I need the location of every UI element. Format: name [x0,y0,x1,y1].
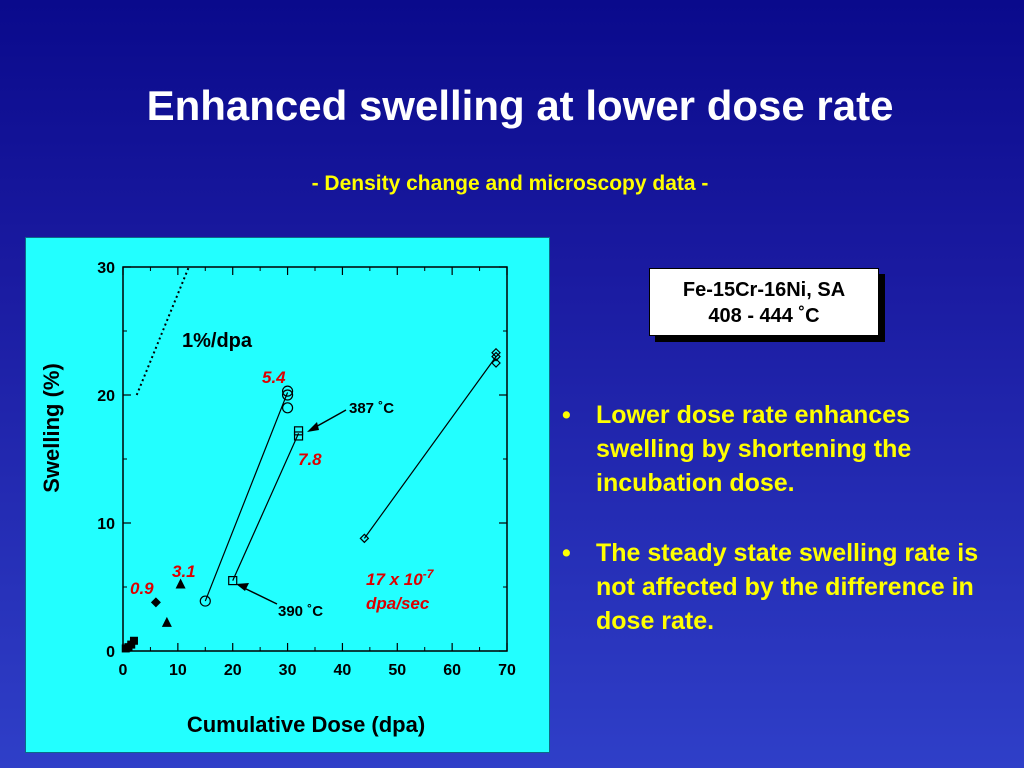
bullet-dot-icon: • [562,539,571,567]
x-axis-label: Cumulative Dose (dpa) [187,712,425,737]
y-axis-label: Swelling (%) [39,363,64,493]
arrow-390 [241,586,278,605]
temperature-range: 408 - 444 ˚C [708,305,820,327]
temp-label-390: 390 ˚C [278,603,323,620]
material-name: Fe-15Cr-16Ni, SA [682,279,846,301]
fit-line [232,433,300,581]
swelling-chart: 0 10 20 30 40 50 60 70 0 10 20 30 Cumulative Dose (… [39,260,516,737]
bullet-item: • The steady state swelling rate is not … [558,536,1008,638]
y-tick-label: 10 [97,516,115,533]
data-point-open-circle [199,595,211,607]
rate-label-5-4: 5.4 [262,368,286,387]
bullet-list: • Lower dose rate enhances swelling by s… [558,398,1008,674]
temp-label-387: 387 ˚C [349,400,394,417]
arrow-387-head [307,422,319,432]
data-point-open-diamond [359,533,370,544]
arrow-390-head [236,583,249,591]
fit-line [204,392,289,602]
y-tick-label: 30 [97,260,115,277]
data-point-open-square [293,426,304,436]
data-point-open-diamond [491,347,501,358]
data-point-open-diamond [491,358,501,368]
x-tick-label: 50 [388,662,406,679]
reference-rate-line [135,266,190,396]
data-point-open-circle [281,402,294,414]
fit-lines-layer [135,266,497,602]
bullet-item: • Lower dose rate enhances swelling by s… [558,398,1008,500]
x-tick-label: 60 [443,662,461,679]
x-tick-label: 10 [169,662,187,679]
data-point-open-square [293,431,304,441]
bullet-text: Lower dose rate enhances swelling by sho… [596,401,912,497]
x-tick-label: 30 [279,662,297,679]
rate-label-0-9: 0.9 [130,579,154,598]
bullet-dot-icon: • [562,401,571,429]
data-point-filled-triangle [161,616,172,627]
slide-title: Enhanced swelling at lower dose rate [146,82,894,129]
data-point-open-circle [281,385,294,397]
rate-label-17: 17 x 10-7 [366,567,435,589]
data-point-filled-triangle [175,578,186,589]
bullet-text: The steady state swelling rate is not af… [596,539,979,635]
rate-label-17-main: 17 x 10 [366,570,423,589]
data-point-open-circle [281,389,294,401]
y-tick-label: 0 [106,644,115,661]
chart-panel: 0 10 20 30 40 50 60 70 0 10 20 30 Cumulative Dose (… [25,237,550,753]
data-point-open-square [228,576,238,586]
x-tick-label: 40 [334,662,352,679]
rate-label-7-8: 7.8 [298,450,322,469]
y-tick-label: 20 [97,388,115,405]
x-tick-label: 20 [224,662,242,679]
dose-ratio-label: 1%/dpa [182,330,253,352]
fit-line [363,356,497,539]
x-tick-label: 0 [119,662,128,679]
data-points-layer [121,347,501,653]
data-point-filled-diamond [150,597,161,608]
slide-subtitle: - Density change and microscopy data - [311,172,709,195]
x-tick-label: 70 [498,662,516,679]
rate-label-3-1: 3.1 [172,562,196,581]
data-point-open-diamond [491,351,501,362]
axes-layer: 0 10 20 30 40 50 60 70 0 10 20 30 [97,260,516,679]
data-point-filled-square [129,636,138,645]
material-legend-box: Fe-15Cr-16Ni, SA 408 - 444 ˚C [649,268,879,336]
rate-label-17-exponent: -7 [423,567,435,581]
rate-unit-label: dpa/sec [366,594,430,613]
